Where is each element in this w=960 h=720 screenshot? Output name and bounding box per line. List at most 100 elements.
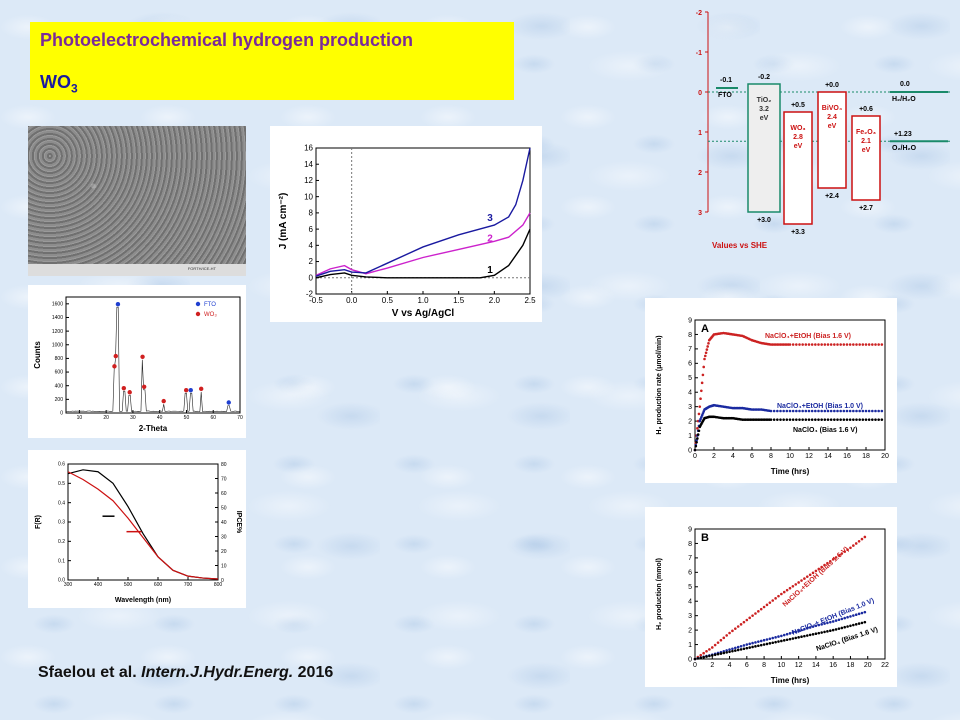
series-point-0 [760,608,763,611]
series-point-0 [862,343,865,346]
fto-value: -0.1 [720,77,732,84]
series-point-1 [849,615,852,618]
series-point-1 [839,410,842,413]
series-point-1 [777,635,780,638]
band-gap-value: 2.4 [827,114,837,121]
series-point-2 [858,622,861,625]
series-point-0 [836,343,839,346]
y2-tick-label: 40 [221,520,227,526]
series-point-0 [771,599,774,602]
y-tick-label: 6 [688,361,692,368]
series-point-2 [728,650,731,653]
absorbance-chart: 300 400 500 600 700 8000.00.10.20.30.40.50.60… [28,450,246,608]
y-tick-label: 7 [688,555,692,562]
series-point-1 [754,641,757,644]
series-point-2 [754,645,757,648]
slide-subtitle: WO3 [40,72,78,96]
legend-marker-wo3 [196,312,200,316]
series-point-2 [789,418,792,421]
series-point-2 [786,418,789,421]
series-point-0 [701,382,704,385]
series-point-0 [700,389,703,392]
x-tick-label: 4 [731,453,735,460]
y-tick-label: 0.6 [58,462,65,468]
series-point-2 [792,637,795,640]
series-point-1 [858,613,861,616]
band-footer: Values vs SHE [712,241,768,250]
series-point-0 [849,343,852,346]
y-tick-label: 14 [304,160,313,169]
series-label: NaClO₄ (Bias 1.6 V) [793,427,857,434]
series-point-2 [862,418,865,421]
y-tick-label: 8 [688,332,692,339]
series-point-2 [757,644,760,647]
series-point-0 [757,610,760,613]
series-point-2 [702,656,705,659]
series-point-0 [792,585,795,588]
abs-series-line [68,472,218,579]
series-point-2 [795,418,798,421]
series-point-2 [852,418,855,421]
series-point-0 [754,612,757,615]
band-y-tick-label: 0 [698,90,702,97]
series-point-1 [774,636,777,639]
series-point-1 [740,645,743,648]
series-point-1 [766,638,769,641]
series-point-1 [769,637,772,640]
y-tick-label: 16 [304,144,313,153]
series-point-1 [792,410,795,413]
x-tick-label: 40 [157,415,163,421]
xrd-peak-marker-WO3 [122,386,126,390]
x-tick-label: 700 [184,582,193,588]
band-bottom-value: +3.0 [757,217,771,224]
y-axis-label: H₂ production (mmol) [656,558,663,630]
panel-letter: A [701,323,709,335]
series-point-2 [748,646,751,649]
series-point-1 [846,616,849,619]
series-point-1 [763,639,766,642]
series-point-1 [855,613,858,616]
x-tick-label: 0 [693,453,697,460]
x-tick-label: 16 [829,662,837,669]
y-tick-label: 8 [688,541,692,548]
plot-frame [68,464,218,580]
series-point-2 [771,641,774,644]
x-axis-label: Time (hrs) [771,676,810,685]
series-point-2 [805,418,808,421]
y-tick-label: 0 [688,447,692,454]
x-tick-label: 300 [64,582,73,588]
x-tick-label: 20 [864,662,872,669]
xrd-peak-marker-WO3 [128,390,132,394]
legend-label-fto: FTO [204,302,216,308]
series-point-2 [861,622,864,625]
series-point-0 [780,593,783,596]
series-point-2 [746,647,749,650]
cumulative-chart: 0 2 4 6 8 10 12 14 16 18 20 220123456789NaClO₄+EtOH… [645,507,897,687]
x-tick-label: 2 [712,453,716,460]
series-point-2 [827,418,830,421]
x-tick-label: 16 [843,453,851,460]
y-tick-label: 12 [304,176,313,185]
x-tick-label: 6 [745,662,749,669]
series-point-1 [811,410,814,413]
series-point-1 [881,410,884,413]
xrd-peak-marker-FTO [116,302,120,306]
series-point-0 [843,343,846,346]
rate-chart-panel: 0 2 4 6 8 10 12 14 16 18 20 0 1 2 3 4 5 6 7 8 9 NaClO₄+EtOH (… [645,298,897,483]
y-tick-label: 10 [304,192,313,201]
series-point-0 [789,587,792,590]
series-point-1 [776,410,779,413]
jv-chart-panel: -0.5 0.0 0.5 1.0 1.5 2.0 2.5 -2 0 2 4 6 8 10 12 14 16 1 2 3… [270,126,542,322]
y-tick-label: 0.5 [58,481,65,487]
series-point-2 [839,418,842,421]
series-point-0 [852,544,855,547]
x-tick-label: 12 [805,453,813,460]
series-point-2 [740,648,743,651]
series-point-0 [748,617,751,620]
series-point-2 [782,418,785,421]
series-point-0 [820,343,823,346]
series-point-1 [830,410,833,413]
series-point-0 [740,623,743,626]
xrd-chart: 10 20 30 40 50 60 7002004006008001000120014001… [28,285,246,438]
redox-label-o2: O₂/H₂O [892,145,917,152]
